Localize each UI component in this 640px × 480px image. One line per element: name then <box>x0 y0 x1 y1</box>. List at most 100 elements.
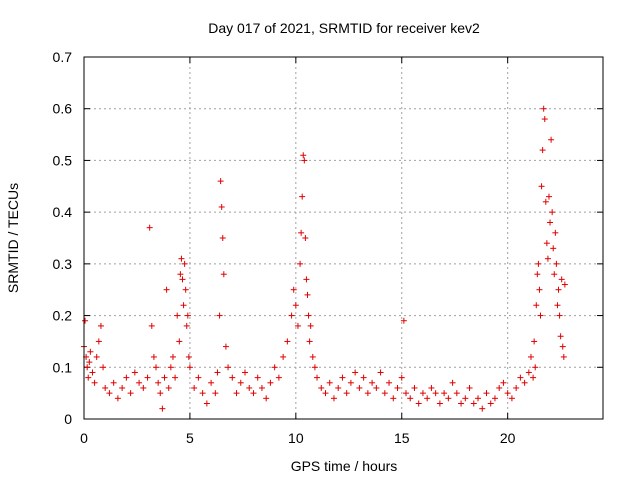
data-point <box>172 374 179 381</box>
data-point <box>84 364 91 371</box>
data-point <box>390 395 397 402</box>
data-point <box>545 193 552 200</box>
data-point <box>381 390 388 397</box>
data-point <box>195 374 202 381</box>
data-point <box>544 255 551 262</box>
data-point <box>470 400 477 407</box>
data-point <box>335 384 342 391</box>
data-point <box>475 395 482 402</box>
data-point <box>479 405 486 412</box>
data-point <box>93 353 100 360</box>
data-point <box>157 390 164 397</box>
data-point <box>297 260 304 267</box>
data-point <box>95 338 102 345</box>
x-tick-label: 20 <box>500 430 516 446</box>
data-point <box>538 183 545 190</box>
data-point <box>483 390 490 397</box>
data-point <box>136 379 143 386</box>
data-point <box>554 302 561 309</box>
data-point <box>548 136 555 143</box>
data-point <box>314 374 321 381</box>
data-point <box>180 302 187 309</box>
data-point <box>305 312 312 319</box>
y-tick-label: 0.5 <box>53 152 73 168</box>
data-point <box>525 369 532 376</box>
data-point <box>218 203 225 210</box>
data-point <box>179 276 186 283</box>
data-point <box>140 384 147 391</box>
data-point <box>214 369 221 376</box>
data-point <box>500 379 507 386</box>
data-point <box>298 229 305 236</box>
data-point <box>527 353 534 360</box>
data-point <box>97 322 104 329</box>
data-point <box>449 379 456 386</box>
data-point <box>377 369 384 376</box>
data-point <box>458 400 465 407</box>
data-point <box>280 353 287 360</box>
data-point <box>155 379 162 386</box>
data-point <box>225 364 232 371</box>
data-point <box>322 390 329 397</box>
data-point <box>517 374 524 381</box>
data-point <box>402 390 409 397</box>
data-point <box>343 390 350 397</box>
data-point <box>436 400 443 407</box>
data-point <box>508 395 515 402</box>
data-point <box>159 405 166 412</box>
x-tick-label: 10 <box>288 430 304 446</box>
data-point <box>263 395 270 402</box>
data-point <box>127 390 134 397</box>
y-tick-label: 0.3 <box>53 256 73 272</box>
data-point <box>102 384 109 391</box>
data-point <box>237 379 244 386</box>
data-point <box>89 369 96 376</box>
data-point <box>299 193 306 200</box>
data-point <box>356 384 363 391</box>
data-point <box>267 379 274 386</box>
data-point <box>369 379 376 386</box>
data-point <box>222 343 229 350</box>
x-tick-label: 15 <box>394 430 410 446</box>
y-tick-label: 0.1 <box>53 359 73 375</box>
data-point <box>114 395 121 402</box>
data-point <box>398 374 405 381</box>
data-point <box>364 390 371 397</box>
data-point <box>191 384 198 391</box>
data-point <box>199 390 206 397</box>
data-point <box>531 338 538 345</box>
data-point <box>301 157 308 164</box>
data-point <box>271 364 278 371</box>
data-point <box>161 374 168 381</box>
data-point <box>543 240 550 247</box>
data-point <box>186 364 193 371</box>
y-axis-label: SRMTID / TECUs <box>5 183 21 293</box>
data-point <box>521 379 528 386</box>
data-point <box>292 302 299 309</box>
data-point <box>294 322 301 329</box>
data-point <box>552 229 559 236</box>
data-point <box>411 384 418 391</box>
data-point <box>541 116 548 123</box>
data-point <box>491 395 498 402</box>
data-point <box>241 369 248 376</box>
data-point <box>254 374 261 381</box>
data-point <box>144 374 151 381</box>
data-point <box>326 379 333 386</box>
y-tick-label: 0 <box>64 411 72 427</box>
data-point <box>394 384 401 391</box>
data-point <box>229 374 236 381</box>
data-point <box>551 271 558 278</box>
data-point <box>550 245 557 252</box>
data-point <box>87 348 94 355</box>
data-point <box>250 390 257 397</box>
data-point <box>181 260 188 267</box>
data-point <box>303 276 310 283</box>
data-point <box>300 152 307 159</box>
data-point <box>212 390 219 397</box>
data-point <box>302 235 309 241</box>
data-point <box>347 379 354 386</box>
data-point <box>330 395 337 402</box>
data-point <box>513 384 520 391</box>
data-point <box>360 374 367 381</box>
